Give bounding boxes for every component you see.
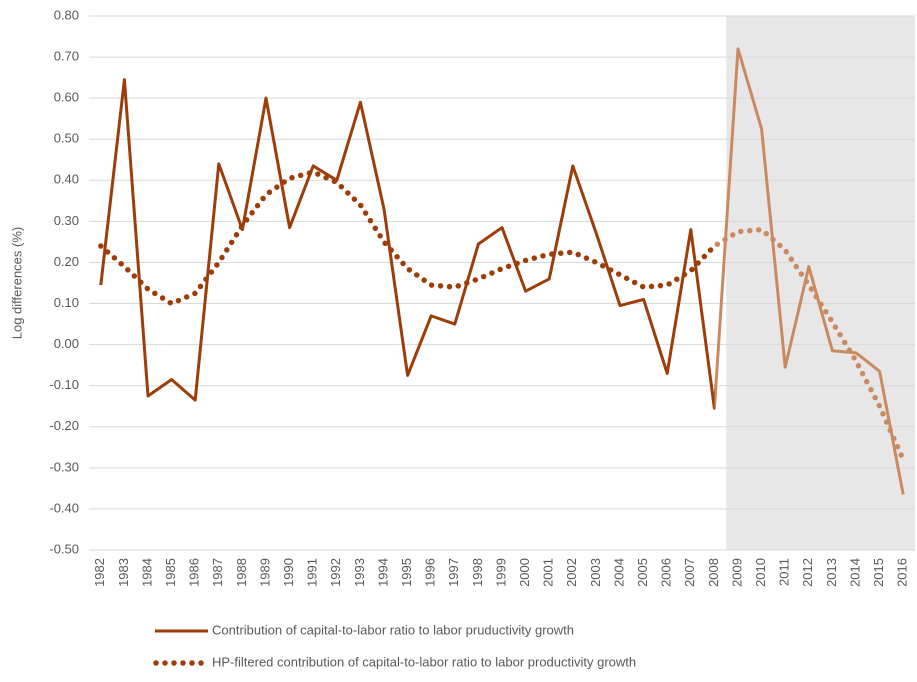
x-tick-label: 2009 xyxy=(729,558,744,587)
x-tick-label: 2012 xyxy=(800,558,815,587)
x-tick-label: 2006 xyxy=(659,558,674,587)
x-tick-label: 2014 xyxy=(847,558,862,587)
x-tick-label: 1996 xyxy=(423,558,438,587)
x-tick-label: 2008 xyxy=(706,558,721,587)
x-tick-label: 1987 xyxy=(210,558,225,587)
y-tick-label: -0.10 xyxy=(49,377,79,392)
y-tick-label: 0.40 xyxy=(54,172,79,187)
x-tick-label: 1994 xyxy=(375,558,390,587)
x-tick-label: 1992 xyxy=(328,558,343,587)
legend-label: Contribution of capital-to-labor ratio t… xyxy=(212,622,574,637)
y-tick-label: 0.50 xyxy=(54,131,79,146)
y-tick-label: -0.20 xyxy=(49,418,79,433)
y-tick-label: 0.60 xyxy=(54,90,79,105)
y-tick-label: 0.70 xyxy=(54,49,79,64)
y-tick-label: 0.10 xyxy=(54,295,79,310)
x-tick-label: 1998 xyxy=(470,558,485,587)
x-tick-label: 1983 xyxy=(116,558,131,587)
x-tick-label: 2013 xyxy=(824,558,839,587)
y-tick-label: 0.30 xyxy=(54,213,79,228)
x-tick-label: 1985 xyxy=(163,558,178,587)
x-tick-label: 1990 xyxy=(281,558,296,587)
x-tick-label: 2005 xyxy=(635,558,650,587)
x-tick-label: 2004 xyxy=(611,558,626,587)
x-tick-label: 1997 xyxy=(446,558,461,587)
x-tick-label: 1991 xyxy=(305,558,320,587)
y-tick-label: -0.50 xyxy=(49,541,79,556)
shaded-region xyxy=(726,16,915,550)
x-tick-label: 2000 xyxy=(517,558,532,587)
y-tick-label: 0.00 xyxy=(54,336,79,351)
y-tick-label: 0.80 xyxy=(54,7,79,22)
x-tick-label: 1995 xyxy=(399,558,414,587)
series-line xyxy=(98,169,906,463)
x-tick-label: 2007 xyxy=(682,558,697,587)
x-tick-label: 2016 xyxy=(895,558,910,587)
series-line xyxy=(99,47,905,495)
x-tick-label: 1993 xyxy=(352,558,367,587)
y-tick-label: 0.20 xyxy=(54,254,79,269)
x-tick-label: 2001 xyxy=(541,558,556,587)
x-tick-label: 1982 xyxy=(92,558,107,587)
legend-label: HP-filtered contribution of capital-to-l… xyxy=(212,654,636,669)
x-tick-label: 2015 xyxy=(871,558,886,587)
x-tick-label: 1989 xyxy=(257,558,272,587)
x-tick-label: 1999 xyxy=(493,558,508,587)
x-tick-label: 1986 xyxy=(187,558,202,587)
x-tick-label: 2011 xyxy=(777,558,792,586)
x-tick-label: 2003 xyxy=(588,558,603,587)
x-tick-label: 1988 xyxy=(234,558,249,587)
y-tick-label: -0.40 xyxy=(49,500,79,515)
y-axis-label: Log differences (%) xyxy=(9,227,24,340)
y-tick-label: -0.30 xyxy=(49,459,79,474)
x-tick-label: 2010 xyxy=(753,558,768,587)
x-tick-label: 1984 xyxy=(139,558,154,587)
x-tick-label: 2002 xyxy=(564,558,579,587)
